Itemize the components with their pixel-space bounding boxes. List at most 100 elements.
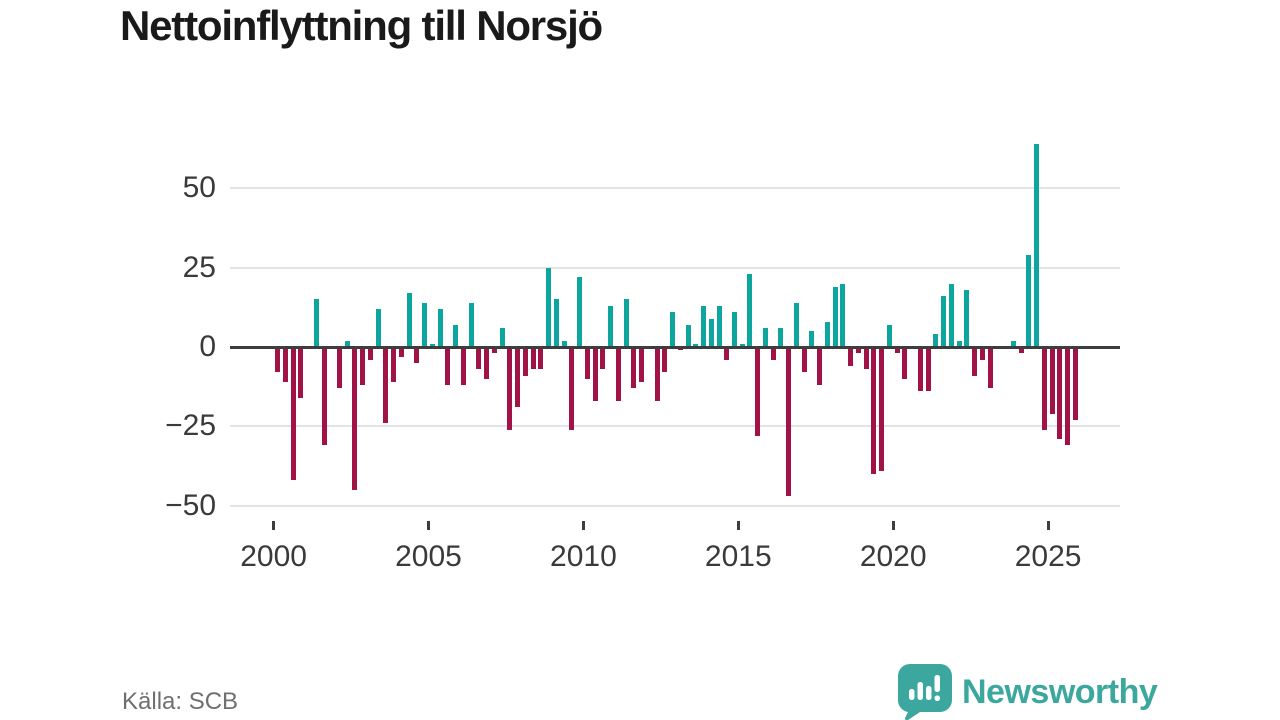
bar — [453, 324, 459, 347]
bar — [917, 347, 923, 392]
bar — [848, 347, 854, 366]
bar — [538, 347, 544, 370]
source-note: Källa: SCB — [122, 688, 239, 715]
bar — [979, 347, 985, 360]
bar — [662, 347, 668, 373]
bar — [623, 299, 629, 347]
bar — [1010, 340, 1016, 347]
bar — [375, 308, 381, 347]
brand-logo: Newsworthy — [898, 664, 1158, 720]
bar — [677, 347, 683, 351]
y-axis-label: −25 — [165, 409, 216, 442]
bar — [972, 347, 977, 376]
bar — [716, 305, 722, 347]
bar — [693, 343, 699, 347]
bar — [367, 347, 373, 360]
bar — [337, 347, 342, 389]
y-axis-label: 0 — [199, 330, 216, 363]
bar — [793, 302, 799, 347]
bar — [515, 347, 521, 408]
y-gridline — [230, 187, 1120, 189]
bar — [1057, 347, 1063, 439]
bar — [778, 328, 784, 347]
bar — [708, 318, 714, 347]
x-axis-label: 2025 — [1014, 540, 1082, 573]
bar — [855, 347, 861, 354]
bar — [476, 347, 482, 370]
bar — [770, 347, 776, 360]
bar — [460, 347, 466, 386]
bar — [422, 302, 428, 347]
bar — [352, 347, 358, 490]
bar — [584, 347, 590, 379]
bar — [732, 312, 737, 347]
bar — [639, 347, 644, 382]
bar — [298, 347, 304, 398]
bar — [863, 347, 869, 370]
bar — [1049, 347, 1055, 414]
bar — [801, 347, 807, 373]
bar — [762, 328, 768, 347]
bar — [282, 347, 288, 382]
bar — [948, 283, 954, 347]
bar — [406, 293, 412, 347]
bar — [894, 347, 900, 354]
x-axis-tick — [736, 521, 740, 530]
bar — [275, 347, 280, 373]
x-axis-tick — [891, 521, 895, 530]
bar — [755, 347, 761, 436]
x-axis-label: 2005 — [395, 540, 462, 573]
bar — [832, 286, 838, 347]
bar — [886, 324, 892, 347]
bar — [824, 321, 830, 347]
bar — [1018, 347, 1024, 354]
bar — [871, 347, 877, 474]
bar — [437, 308, 443, 347]
bar — [530, 347, 536, 370]
bar — [956, 340, 962, 347]
bar — [561, 340, 567, 347]
bar — [577, 277, 583, 347]
bar — [468, 302, 474, 347]
bar — [491, 347, 497, 354]
bar — [507, 347, 513, 430]
bar-chart-speech-bubble-icon — [898, 664, 952, 720]
x-axis-tick — [581, 521, 585, 530]
bar — [701, 305, 706, 347]
bar — [546, 267, 552, 347]
bar — [522, 347, 528, 376]
bar — [1034, 144, 1039, 347]
y-gridline — [230, 267, 1120, 269]
bar — [484, 347, 490, 379]
bar — [817, 347, 823, 386]
bar — [670, 312, 675, 347]
bar — [344, 340, 350, 347]
bar — [445, 347, 451, 386]
bar — [600, 347, 606, 370]
y-gridline — [230, 425, 1120, 427]
bar — [615, 347, 621, 401]
brand-name: Newsworthy — [962, 672, 1158, 711]
bar — [321, 347, 327, 446]
bar — [1072, 347, 1078, 420]
bar — [739, 343, 745, 347]
bar — [964, 289, 970, 347]
bar — [592, 347, 598, 401]
bar — [747, 274, 753, 347]
bar — [685, 324, 691, 347]
bar — [933, 334, 939, 347]
bar — [654, 347, 660, 401]
bar — [553, 299, 559, 347]
bar — [902, 347, 908, 379]
x-axis-label: 2000 — [240, 540, 307, 573]
bar — [879, 347, 885, 471]
bar — [1041, 347, 1047, 430]
bar — [631, 347, 637, 389]
x-axis-tick — [427, 521, 430, 530]
bar — [499, 328, 505, 347]
x-axis-label: 2015 — [704, 540, 772, 573]
bar — [391, 347, 397, 382]
bar — [383, 347, 389, 424]
bar — [1065, 347, 1070, 446]
